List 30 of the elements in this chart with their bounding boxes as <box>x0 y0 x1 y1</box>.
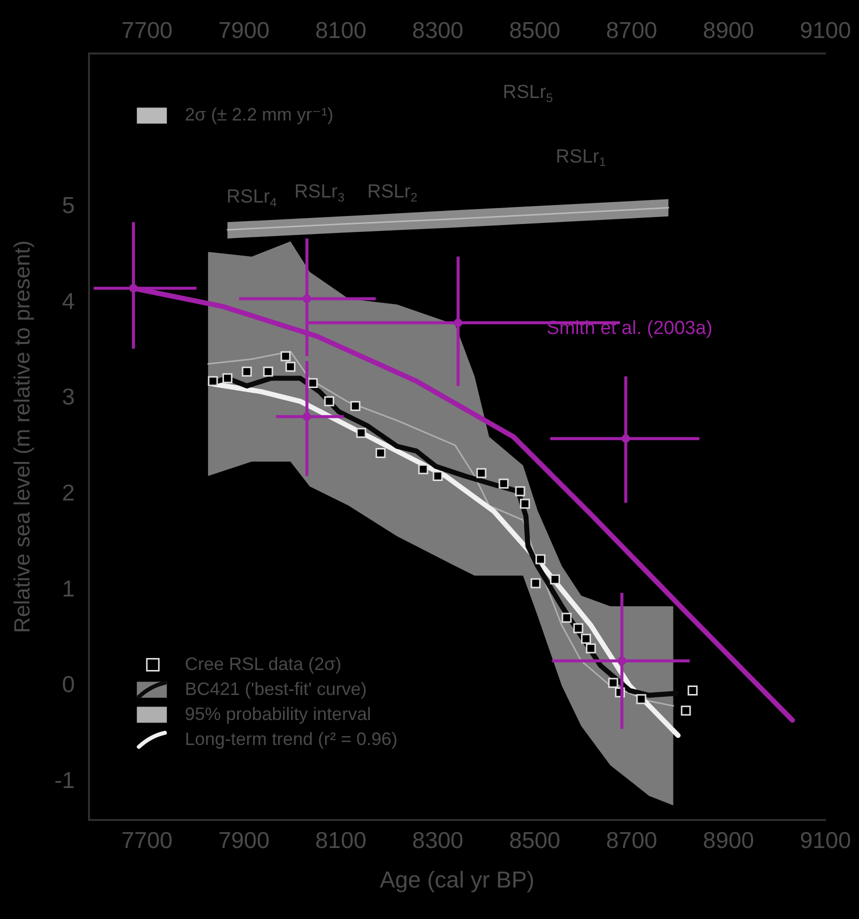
y-tick-label: 2 <box>62 480 75 506</box>
y-tick-label: 5 <box>62 192 75 218</box>
x2-tick-label: 9100 <box>800 17 852 44</box>
legend-label: 95% probability interval <box>184 704 371 724</box>
y-tick-label: 3 <box>62 384 75 410</box>
x-tick-label: 9100 <box>800 826 852 853</box>
y-tick-label: -1 <box>54 766 75 793</box>
x2-tick-label: 8700 <box>606 17 658 44</box>
y-tick-label: 4 <box>62 288 76 314</box>
y-tick-label: 0 <box>62 671 75 698</box>
y-tick-label: 1 <box>62 575 75 602</box>
legend-label: BC421 ('best-fit' curve) <box>184 678 367 699</box>
x-axis-title: Age (cal yr BP) <box>380 866 534 893</box>
x-tick-label: 8700 <box>606 826 658 853</box>
x-tick-label: 7900 <box>218 826 270 853</box>
x2-tick-label: 7900 <box>218 17 270 44</box>
x2-tick-label: 8100 <box>315 17 366 44</box>
legend-label: 2σ (± 2.2 mm yr⁻¹) <box>184 104 334 125</box>
x2-tick-label: 8900 <box>702 17 754 44</box>
x2-tick-label: 8500 <box>509 17 560 44</box>
x-tick-label: 7700 <box>121 826 173 853</box>
legend-label: Long-term trend (r² = 0.96) <box>184 728 398 749</box>
x-tick-label: 8900 <box>702 826 754 853</box>
x-tick-label: 8300 <box>412 826 464 853</box>
x-tick-label: 8100 <box>315 826 366 853</box>
x-tick-label: 8500 <box>509 826 560 853</box>
x2-tick-label: 8300 <box>412 17 464 44</box>
x2-tick-label: 7700 <box>121 17 173 44</box>
y-axis-title: Relative sea level (m relative to present) <box>9 240 34 633</box>
legend-label: Cree RSL data (2σ) <box>184 654 342 674</box>
